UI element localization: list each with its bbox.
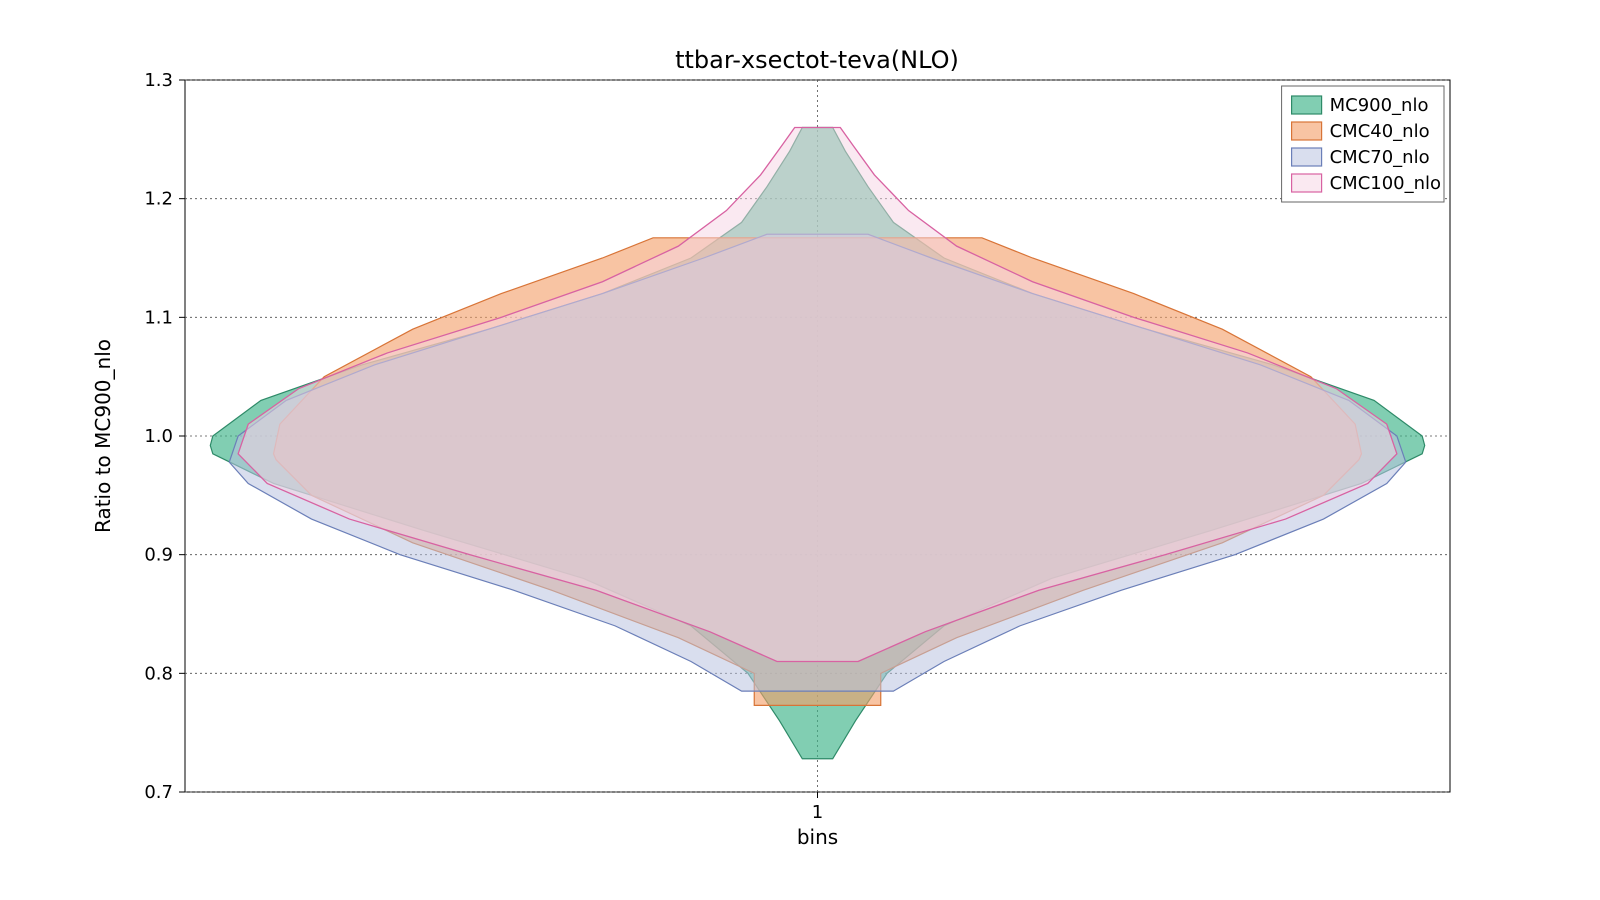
legend-label: CMC70_nlo	[1330, 147, 1430, 168]
legend-swatch	[1292, 96, 1322, 114]
legend: MC900_nlo CMC40_nlo CMC70_nlo CMC100_nlo	[1282, 86, 1444, 202]
x-tick-label: 1	[812, 802, 823, 823]
violin-bodies	[210, 127, 1424, 758]
legend-label: MC900_nlo	[1330, 95, 1429, 116]
violin-chart: ttbar-xsectot-teva(NLO) 0.7 0.8 0.9 1.0 1.1 1…	[0, 0, 1600, 900]
chart-svg: ttbar-xsectot-teva(NLO) 0.7 0.8 0.9 1.0 1.1 1…	[0, 0, 1600, 900]
legend-swatch	[1292, 122, 1322, 140]
y-tick-label: 0.8	[144, 663, 173, 684]
legend-swatch	[1292, 174, 1322, 192]
y-tick-label: 1.3	[144, 70, 173, 91]
y-tick-label: 1.1	[144, 307, 173, 328]
y-tick-label: 0.7	[144, 782, 173, 803]
legend-label: CMC40_nlo	[1330, 121, 1430, 142]
violin-CMC100_nlo	[238, 127, 1397, 661]
x-axis-label: bins	[797, 825, 838, 849]
y-tick-label: 1.2	[144, 189, 173, 210]
x-axis-ticks: 1	[812, 792, 823, 823]
y-tick-label: 0.9	[144, 545, 173, 566]
y-tick-label: 1.0	[144, 426, 173, 447]
y-axis-label: Ratio to MC900_nlo	[91, 339, 115, 533]
y-axis-ticks: 0.7 0.8 0.9 1.0 1.1 1.2 1.3	[144, 70, 185, 803]
legend-label: CMC100_nlo	[1330, 173, 1441, 194]
chart-title: ttbar-xsectot-teva(NLO)	[675, 46, 959, 74]
legend-swatch	[1292, 148, 1322, 166]
